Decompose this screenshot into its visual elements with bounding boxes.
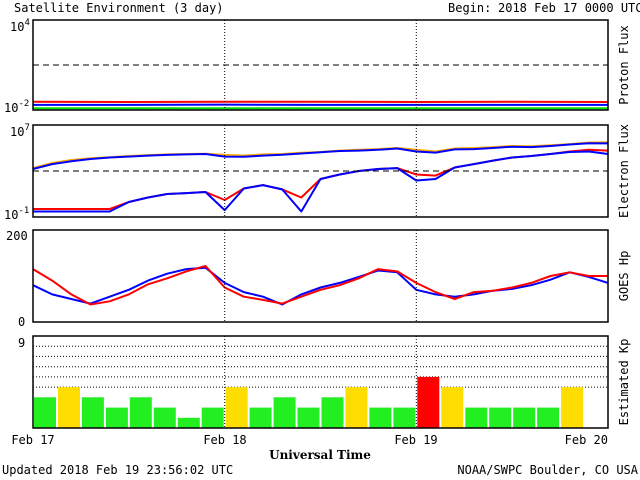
hp-series bbox=[32, 264, 609, 306]
proton-panel: 104 10-2 Proton Flux bbox=[4, 18, 631, 115]
kp-bar bbox=[249, 407, 272, 428]
kp-panel: 9 Estimated Kp bbox=[18, 335, 631, 429]
series-line bbox=[32, 264, 608, 306]
kp-bars bbox=[34, 376, 584, 428]
kp-bar bbox=[129, 397, 152, 428]
proton-ytick-bottom: 10-2 bbox=[4, 99, 29, 115]
electron-frame bbox=[32, 124, 609, 218]
day-dividers bbox=[224, 20, 417, 428]
kp-bar bbox=[393, 407, 416, 428]
kp-bar bbox=[177, 417, 200, 428]
kp-bar bbox=[321, 397, 344, 428]
kp-bar bbox=[561, 387, 584, 428]
header-title: Satellite Environment (3 day) bbox=[14, 1, 224, 15]
hp-ylabel: GOES Hp bbox=[617, 251, 631, 302]
kp-bar bbox=[417, 376, 440, 428]
kp-frame bbox=[32, 335, 609, 429]
hp-panel: 200 0 GOES Hp bbox=[6, 229, 631, 329]
kp-bar bbox=[369, 407, 392, 428]
begin-value: 2018 Feb 17 0000 UTC bbox=[498, 1, 640, 15]
kp-bar bbox=[81, 397, 104, 428]
kp-bar bbox=[537, 407, 560, 428]
electron-ytick-bottom: 10-1 bbox=[4, 206, 29, 222]
electron-panel: 107 10-1 Electron Flux bbox=[4, 123, 631, 222]
kp-bar bbox=[34, 397, 56, 428]
hp-frame bbox=[32, 229, 609, 323]
kp-ytick-top: 9 bbox=[18, 336, 25, 350]
series-line bbox=[33, 150, 609, 213]
kp-bar bbox=[513, 407, 536, 428]
proton-series bbox=[32, 100, 609, 110]
kp-bar bbox=[273, 397, 296, 428]
hp-ytick-bottom: 0 bbox=[18, 315, 25, 329]
kp-gridlines bbox=[33, 345, 608, 388]
kp-bar bbox=[58, 387, 80, 428]
xtick-feb18: Feb 18 bbox=[203, 433, 246, 447]
kp-bar bbox=[105, 407, 128, 428]
series-line bbox=[32, 266, 609, 306]
proton-ylabel: Proton Flux bbox=[617, 25, 631, 104]
hp-ytick-top: 200 bbox=[6, 229, 28, 243]
kp-bar bbox=[345, 387, 368, 428]
xtick-feb17: Feb 17 bbox=[11, 433, 54, 447]
electron-ytick-top: 107 bbox=[10, 123, 30, 139]
kp-bar bbox=[153, 407, 176, 428]
footer-updated: Updated 2018 Feb 19 23:56:02 UTC bbox=[2, 463, 233, 477]
electron-series bbox=[32, 141, 609, 213]
series-line bbox=[32, 142, 609, 170]
begin-label: Begin: bbox=[448, 1, 491, 15]
kp-ylabel: Estimated Kp bbox=[617, 339, 631, 426]
kp-bar bbox=[225, 387, 248, 428]
xtick-feb19: Feb 19 bbox=[394, 433, 437, 447]
kp-bar bbox=[489, 407, 512, 428]
kp-bar bbox=[441, 387, 464, 428]
footer-credit: NOAA/SWPC Boulder, CO USA bbox=[457, 463, 638, 477]
proton-frame bbox=[32, 19, 609, 111]
xtick-feb20: Feb 20 bbox=[565, 433, 608, 447]
kp-bar bbox=[465, 407, 488, 428]
kp-bar bbox=[201, 407, 224, 428]
proton-ytick-top: 104 bbox=[10, 18, 30, 34]
electron-ylabel: Electron Flux bbox=[617, 124, 631, 218]
x-axis-label: Universal Time bbox=[269, 448, 371, 462]
kp-bar bbox=[297, 407, 320, 428]
